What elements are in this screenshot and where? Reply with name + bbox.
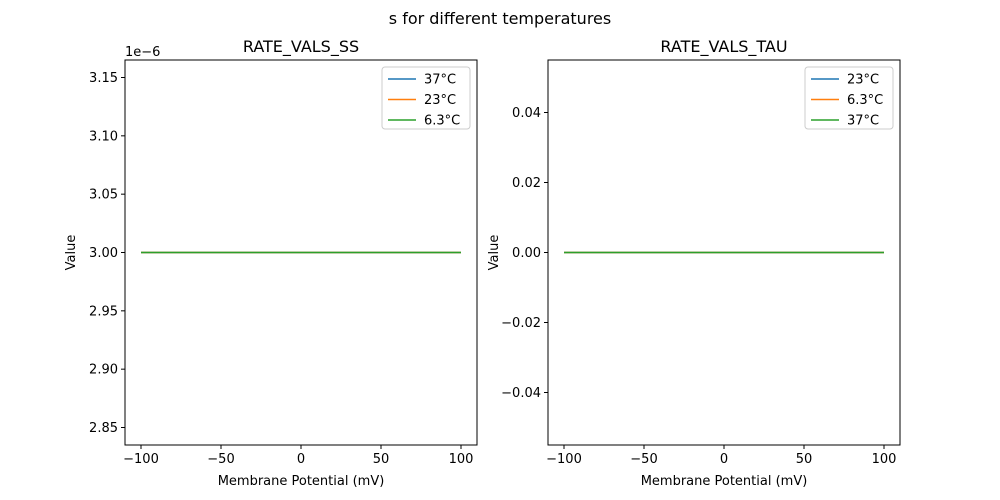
- y-tick-label: 3.00: [89, 246, 118, 261]
- y-axis-label: Value: [64, 235, 79, 271]
- y-axis-label: Value: [487, 235, 502, 271]
- x-tick-label: 100: [872, 452, 897, 467]
- legend-frame: [804, 66, 894, 130]
- y-tick-label: 3.15: [89, 71, 118, 86]
- legend: 37°C 23°C 6.3°C: [381, 66, 471, 130]
- x-tick-label: 100: [449, 452, 474, 467]
- legend-label: 37°C: [847, 114, 879, 129]
- axes-title: RATE_VALS_TAU: [660, 37, 787, 57]
- legend-label: 6.3°C: [424, 114, 460, 129]
- x-tick-label: −100: [546, 452, 582, 467]
- subplot-rate-vals-ss: RATE_VALS_SS −100 −50 0 50 100 2.85 2.90 2.95 3.0…: [64, 37, 478, 489]
- figure-suptitle: s for different temperatures: [389, 9, 611, 28]
- y-tick-label: −0.02: [501, 316, 541, 331]
- y-tick-label: 3.05: [89, 188, 118, 203]
- x-tick-label: 50: [796, 452, 813, 467]
- y-tick-label: −0.04: [501, 386, 541, 401]
- y-tick-label: 0.02: [512, 176, 541, 191]
- y-offset-text: 1e−6: [125, 45, 160, 60]
- x-tick-label: −50: [630, 452, 657, 467]
- x-axis-label: Membrane Potential (mV): [641, 474, 808, 489]
- legend-label: 37°C: [424, 73, 456, 88]
- axes-title: RATE_VALS_SS: [243, 37, 359, 57]
- x-tick-label: 0: [720, 452, 728, 467]
- x-tick-label: −50: [207, 452, 234, 467]
- y-tick-label: 2.90: [89, 363, 118, 378]
- legend-frame: [381, 66, 471, 130]
- y-tick-label: 2.85: [89, 421, 118, 436]
- y-tick-label: 3.10: [89, 129, 118, 144]
- y-tick-label: 0.00: [512, 246, 541, 261]
- x-tick-label: −100: [123, 452, 159, 467]
- x-tick-label: 50: [373, 452, 390, 467]
- x-tick-label: 0: [297, 452, 305, 467]
- legend-label: 23°C: [847, 73, 879, 88]
- legend-label: 23°C: [424, 93, 456, 108]
- y-tick-label: 2.95: [89, 304, 118, 319]
- x-axis-label: Membrane Potential (mV): [218, 474, 385, 489]
- subplot-rate-vals-tau: RATE_VALS_TAU −100 −50 0 50 100 −0.04 −0.02 0.00…: [487, 37, 901, 489]
- legend: 23°C 6.3°C 37°C: [804, 66, 894, 130]
- y-tick-label: 0.04: [512, 106, 541, 121]
- legend-label: 6.3°C: [847, 93, 883, 108]
